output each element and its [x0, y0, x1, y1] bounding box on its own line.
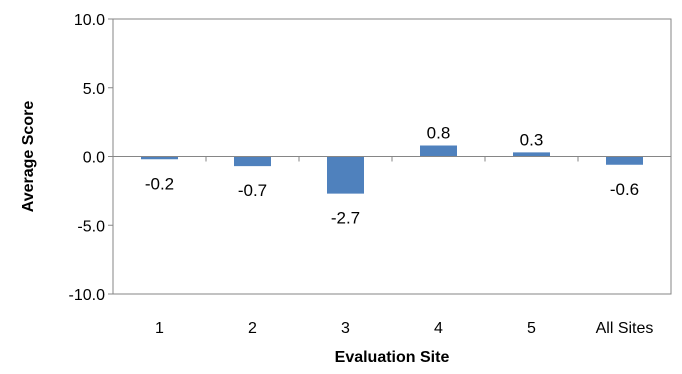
y-axis-title: Average Score — [20, 101, 37, 213]
x-tick-label: 3 — [341, 320, 350, 337]
x-tick-label: 4 — [434, 320, 443, 337]
x-axis: 1 2 3 4 5 All Sites — [112, 156, 672, 337]
y-tick-label: 10.0 — [74, 12, 105, 29]
y-axis: 10.0 5.0 0.0 -5.0 -10.0 — [69, 12, 113, 304]
data-label: -0.7 — [238, 181, 267, 200]
data-label: -0.2 — [145, 174, 174, 193]
data-label: 0.3 — [520, 130, 544, 149]
data-labels-group: -0.2 -0.7 -2.7 0.8 0.3 -0.6 — [145, 124, 639, 228]
y-tick-label: 0.0 — [83, 150, 105, 167]
y-tick-label: -5.0 — [77, 218, 105, 235]
bar — [141, 156, 178, 160]
data-label: -2.7 — [331, 209, 360, 228]
y-tick-label: -10.0 — [69, 287, 106, 304]
x-tick-label: 2 — [248, 320, 257, 337]
bar — [420, 145, 457, 157]
data-label: 0.8 — [427, 124, 451, 143]
y-tick-label: 5.0 — [83, 81, 105, 98]
x-tick-label: All Sites — [596, 320, 654, 337]
x-axis-title: Evaluation Site — [335, 349, 450, 366]
bar — [327, 156, 364, 194]
bar — [606, 156, 643, 165]
data-label: -0.6 — [610, 180, 639, 199]
bars-group — [141, 145, 643, 194]
bar — [234, 156, 271, 167]
x-tick-label: 5 — [527, 320, 536, 337]
bar — [513, 152, 550, 157]
x-tick-label: 1 — [155, 320, 164, 337]
